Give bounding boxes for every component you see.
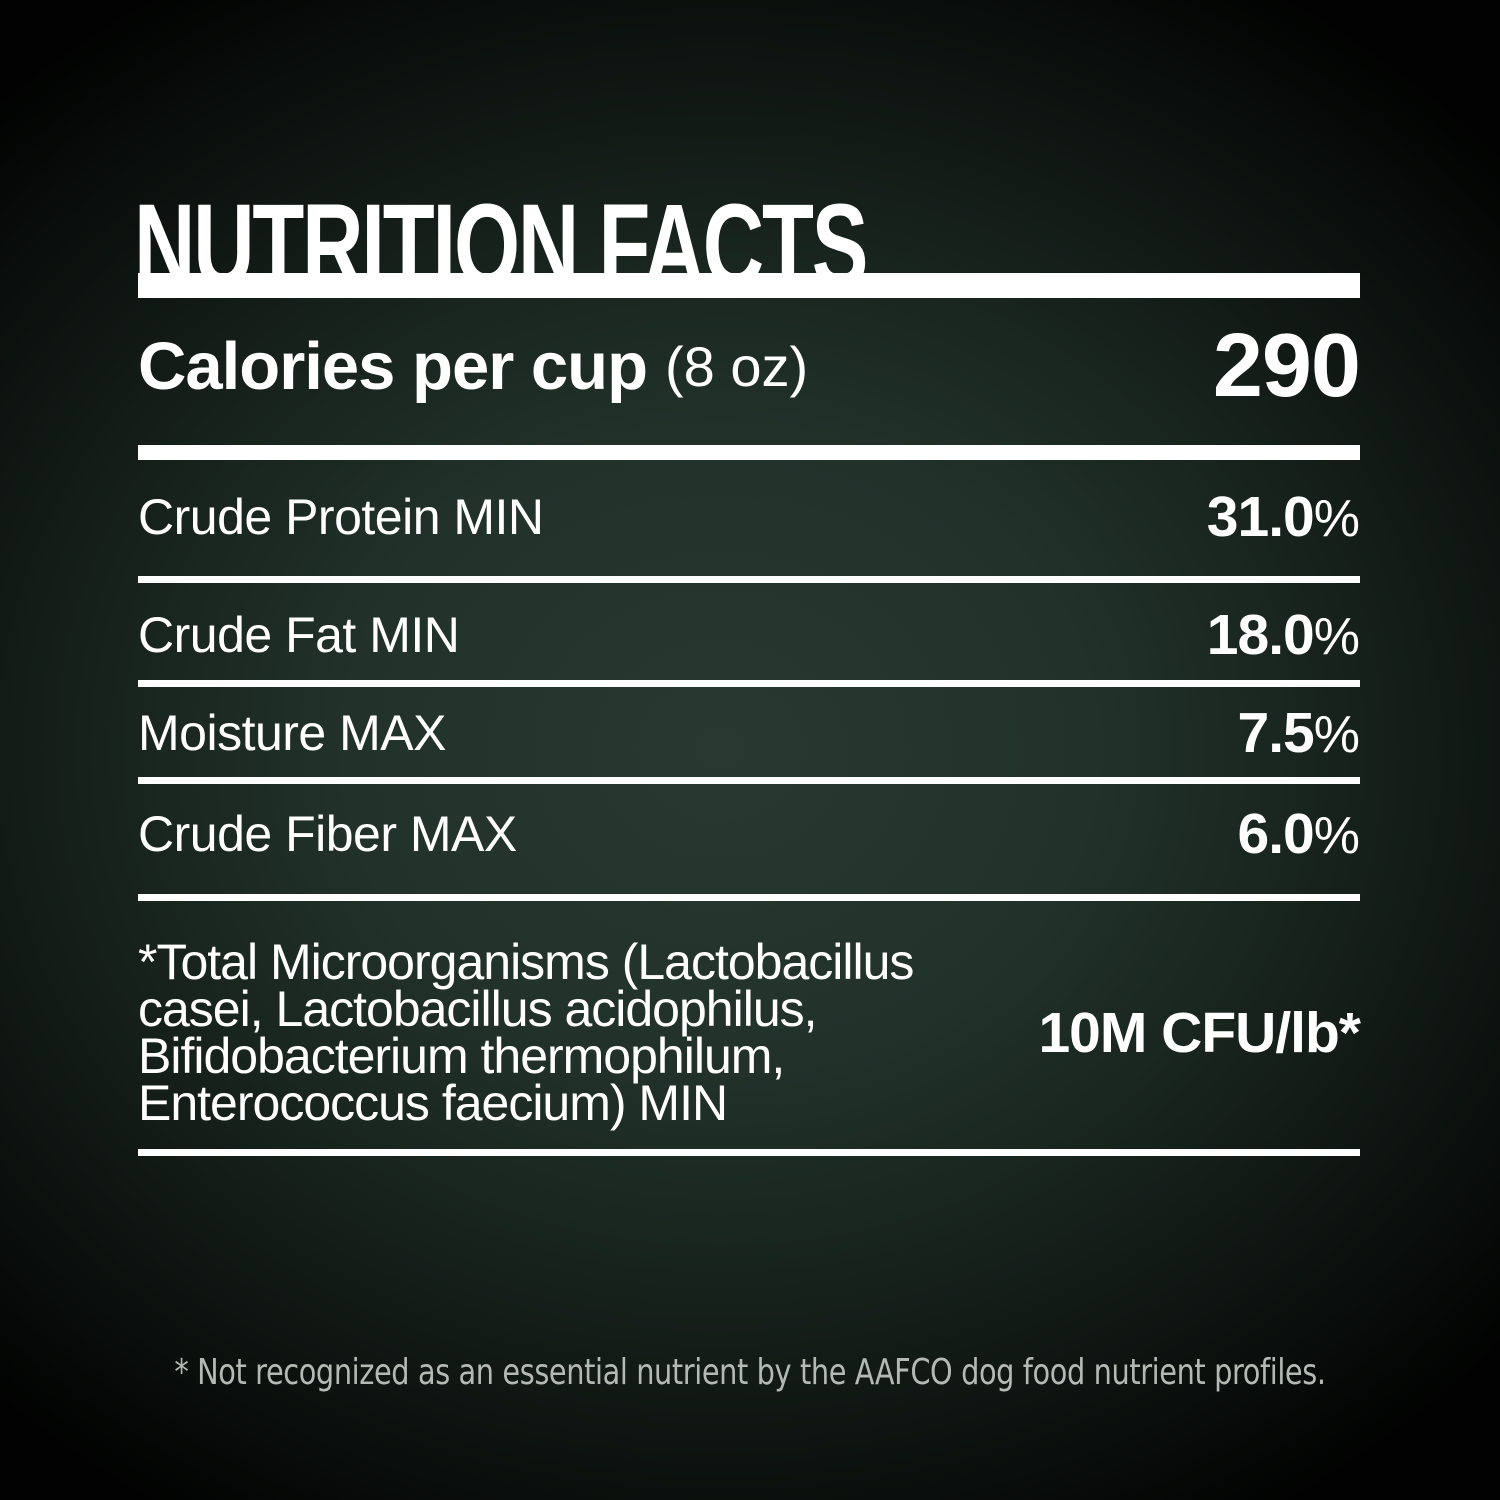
calories-serving-note: (8 oz)	[665, 334, 809, 398]
nutrient-row-moisture: Moisture MAX 7.5%	[138, 700, 1360, 766]
percent-sign: %	[1313, 490, 1360, 548]
percent-sign: %	[1313, 807, 1360, 865]
divider-thin	[138, 576, 1360, 583]
nutrient-label: Moisture MAX	[138, 705, 446, 761]
percent-sign: %	[1313, 608, 1360, 666]
nutrient-row-crude-fat: Crude Fat MIN 18.0%	[138, 602, 1360, 668]
calories-label: Calories per cup	[138, 328, 648, 404]
nutrient-label: Crude Fiber MAX	[138, 806, 517, 862]
nutrient-value: 18.0%	[1207, 602, 1360, 668]
divider-thick	[138, 273, 1360, 298]
percent-sign: %	[1313, 706, 1360, 764]
divider-medium	[138, 445, 1360, 460]
calories-value: 290	[1212, 315, 1361, 416]
microorganisms-label: *Total Microorganisms (Lactobacillus cas…	[138, 933, 914, 1131]
divider-thin	[138, 1149, 1360, 1156]
nutrient-value-number: 18.0	[1206, 603, 1315, 667]
aafco-footnote: * Not recognized as an essential nutrien…	[174, 1352, 1326, 1393]
nutrient-row-crude-protein: Crude Protein MIN 31.0%	[138, 484, 1360, 550]
microorganisms-row: *Total Microorganisms (Lactobacillus cas…	[138, 916, 1361, 1149]
microorganisms-label-line: *Total Microorganisms (Lactobacillus	[138, 933, 914, 990]
nutrient-row-crude-fiber: Crude Fiber MAX 6.0%	[138, 801, 1360, 867]
microorganisms-label-line: Bifidobacterium thermophilum,	[138, 1027, 785, 1084]
divider-thin	[138, 894, 1360, 901]
microorganisms-label-line: Enterococcus faecium) MIN	[138, 1074, 728, 1131]
divider-thin	[138, 680, 1360, 687]
nutrient-value-number: 7.5	[1237, 701, 1315, 765]
nutrient-value: 6.0%	[1238, 801, 1361, 867]
microorganisms-label-line: casei, Lactobacillus acidophilus,	[138, 980, 818, 1037]
nutrient-label: Crude Fat MIN	[138, 607, 460, 663]
microorganisms-value: 10M CFU/lb*	[1038, 1000, 1361, 1065]
nutrient-value: 7.5%	[1238, 700, 1361, 766]
nutrient-label: Crude Protein MIN	[138, 489, 544, 545]
nutrient-value-number: 31.0	[1206, 485, 1315, 549]
calories-row: Calories per cup (8 oz) 290	[138, 316, 1361, 416]
nutrient-value-number: 6.0	[1237, 802, 1315, 866]
divider-thin	[138, 777, 1360, 784]
nutrient-value: 31.0%	[1207, 484, 1360, 550]
